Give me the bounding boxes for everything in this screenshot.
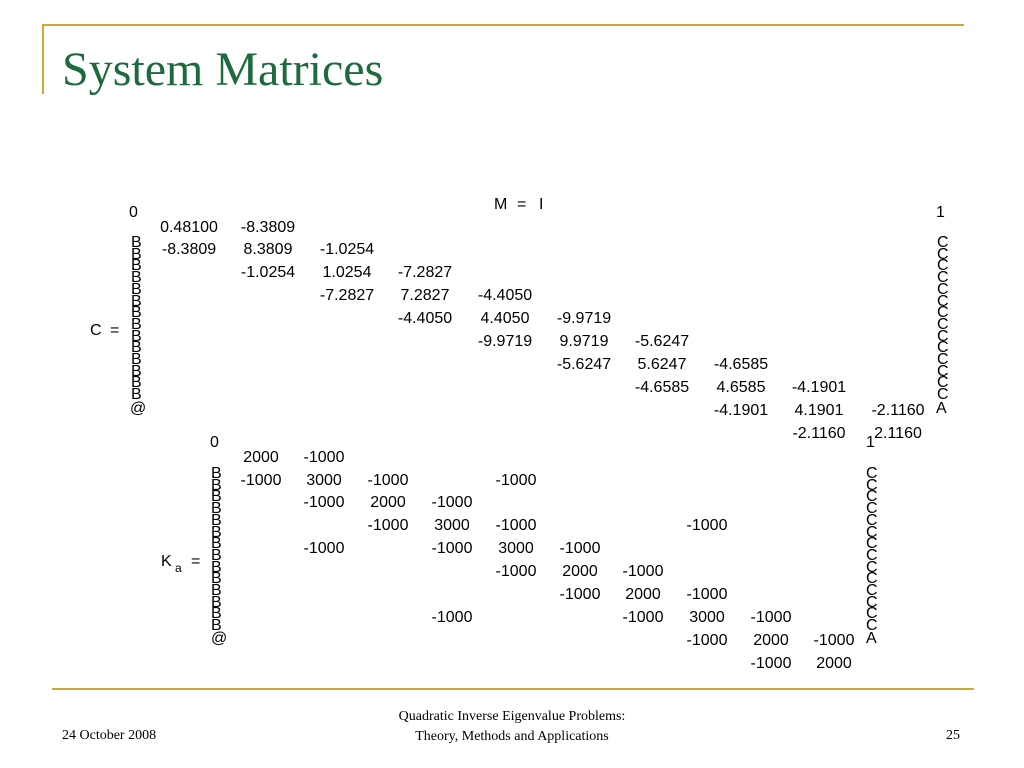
matrix-ka-cell: -1000 [303,494,345,511]
matrix-c-cell: -8.3809 [161,241,217,258]
matrix-c-cell: 4.4050 [480,310,530,327]
matrix-c-label: C [90,322,102,339]
matrix-c-equals: = [110,322,120,339]
matrix-c-cell: 2.1160 [874,425,922,442]
matrix-c-cell: -4.1901 [791,379,847,396]
paren-bottom-left: @ [130,400,147,417]
matrix-ka-cell: -1000 [431,494,473,511]
footer-title-line2: Theory, Methods and Applications [415,729,609,744]
matrix-c-cell: -4.4050 [397,310,453,327]
matrix-ka-cell: 3000 [498,540,534,557]
matrix-ka-cell: -1000 [622,563,664,580]
matrix-c-cell: -7.2827 [397,264,453,281]
matrix-c-cell: 0.48100 [160,219,218,236]
footer-divider [52,688,974,690]
matrix-c-cell: 8.3809 [243,241,293,258]
footer-date: 24 October 2008 [62,728,157,743]
matrix-c-cell: -9.9719 [556,310,612,327]
matrix-ka-cell: -1000 [303,449,345,466]
paren-bottom-right: A [936,400,947,417]
matrix-ka-cell: -1000 [559,540,601,557]
paren-top-right: 1 [866,434,875,451]
matrix-c-cell: -4.6585 [713,356,769,373]
matrix-ka-cell: -1000 [367,472,409,489]
matrix-ka-cell: -1000 [367,517,409,534]
matrix-ka-cell: -1000 [495,563,537,580]
matrix-c-cell: -5.6247 [634,333,690,350]
matrix-c-cell: -4.1901 [713,402,769,419]
paren-bottom-right: A [866,630,877,647]
matrix-ka-cell: -1000 [686,632,728,649]
matrix-c-cell: -5.6247 [556,356,612,373]
matrix-ka-cell: -1000 [622,609,664,626]
matrix-ka-label: K [161,553,172,570]
matrix-c-cell: 1.0254 [322,264,372,281]
matrix-ka-cell: 3000 [306,472,342,489]
footer-title: Quadratic Inverse Eigenvalue Problems: T… [399,707,626,747]
slide-title: System Matrices [62,43,384,96]
matrix-ka-cell: -1000 [686,517,728,534]
paren-top-left: 0 [210,434,219,451]
paren-top-left: 0 [129,204,138,221]
matrix-ka-subscript: a [175,561,182,575]
matrix-ka-cell: 2000 [816,655,852,672]
matrix-ka-cell: 2000 [625,586,661,603]
matrix-c-cell: 9.9719 [559,333,609,350]
matrix-c-cell: 5.6247 [637,356,687,373]
matrix-c-cell: -1.0254 [319,241,375,258]
matrix-ka-cell: -1000 [303,540,345,557]
matrix-ka-cell: -1000 [495,472,537,489]
paren-mid-left: B B B B B B B B B B B B B B [131,234,142,404]
matrix-ka-cell: -1000 [495,517,537,534]
matrix-ka-cell: 2000 [562,563,598,580]
paren-mid-right: C C C C C C C C C C C C C C [937,234,949,404]
matrix-c-cell: -1.0254 [240,264,296,281]
identity-symbol: I [539,196,544,213]
footer-title-line1: Quadratic Inverse Eigenvalue Problems: [398,709,626,724]
m-equals: = [517,196,527,213]
matrix-ka-cell: 2000 [370,494,406,511]
accent-line-left [42,24,44,94]
accent-line-top [42,24,964,26]
matrix-ka-cell: -1000 [686,586,728,603]
paren-mid-left: B B B B B B B B B B B B B B [211,465,222,635]
matrix-ka-cell: -1000 [240,472,282,489]
matrix-c-cell: -2.1160 [871,402,925,419]
matrix-c-cell: -2.1160 [792,425,846,442]
matrix-ka-cell: -1000 [813,632,855,649]
matrix-c-cell: -4.6585 [634,379,690,396]
matrix-ka-cell: 3000 [434,517,470,534]
matrix-c-cell: 4.1901 [794,402,844,419]
matrix-c-cell: 4.6585 [716,379,766,396]
matrix-ka-cell: -1000 [750,655,792,672]
matrix-c-cell: -7.2827 [319,287,375,304]
paren-mid-right: C C C C C C C C C C C C C C [866,465,878,635]
paren-top-right: 1 [936,204,945,221]
matrix-c-cell: 7.2827 [400,287,450,304]
matrix-ka-cell: -1000 [431,609,473,626]
m-symbol: M [494,196,508,213]
matrix-ka-equals: = [191,553,201,570]
matrix-c-cell: -4.4050 [477,287,533,304]
page-number: 25 [946,728,960,743]
matrix-ka-cell: -1000 [750,609,792,626]
matrix-ka-cell: 3000 [689,609,725,626]
matrix-ka-cell: 2000 [753,632,789,649]
matrix-c-cell: -8.3809 [240,219,296,236]
paren-bottom-left: @ [211,630,228,647]
matrix-ka-cell: -1000 [431,540,473,557]
matrix-c-cell: -9.9719 [477,333,533,350]
matrix-ka-cell: 2000 [243,449,279,466]
matrix-ka-cell: -1000 [559,586,601,603]
